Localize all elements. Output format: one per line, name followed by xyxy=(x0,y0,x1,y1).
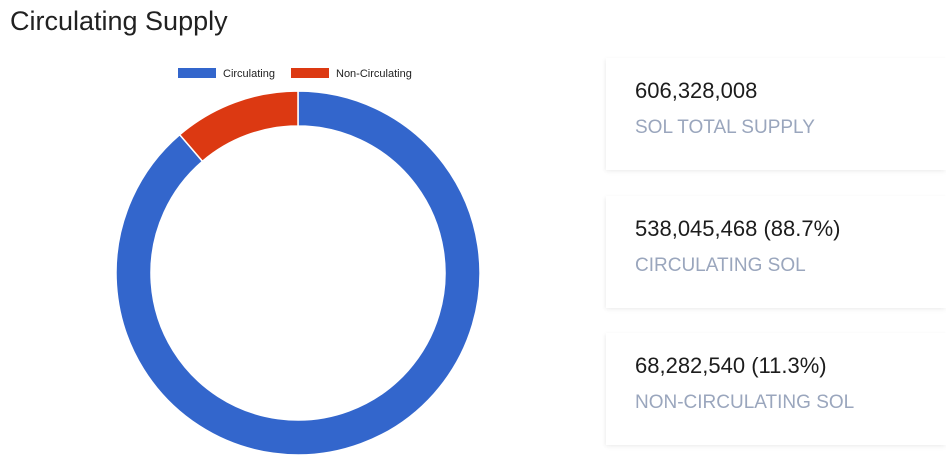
stat-card-circulating: 538,045,468 (88.7%) CIRCULATING SOL xyxy=(606,196,946,308)
total-supply-label: SOL TOTAL SUPPLY xyxy=(635,117,815,138)
legend-label-circulating: Circulating xyxy=(223,68,275,80)
circulating-value: 538,045,468 (88.7%) xyxy=(635,216,841,241)
legend-label-non-circulating: Non-Circulating xyxy=(336,68,412,80)
legend-swatch-circulating xyxy=(178,68,216,78)
non-circulating-label: NON-CIRCULATING SOL xyxy=(635,392,855,413)
stat-card-total-supply: 606,328,008 SOL TOTAL SUPPLY xyxy=(606,58,946,170)
stat-card-non-circulating: 68,282,540 (11.3%) NON-CIRCULATING SOL xyxy=(606,333,946,445)
legend-swatch-non-circulating xyxy=(291,68,329,78)
donut-chart: Circulating Non-Circulating xyxy=(0,56,600,469)
page-title: Circulating Supply xyxy=(10,6,228,36)
total-supply-value: 606,328,008 xyxy=(635,78,758,103)
donut-slice-non-circulating[interactable] xyxy=(178,90,299,163)
circulating-label: CIRCULATING SOL xyxy=(635,255,806,276)
donut-chart-svg: Circulating Non-Circulating xyxy=(115,68,481,456)
non-circulating-value: 68,282,540 (11.3%) xyxy=(635,353,827,378)
donut-slice-circulating[interactable] xyxy=(115,90,481,456)
